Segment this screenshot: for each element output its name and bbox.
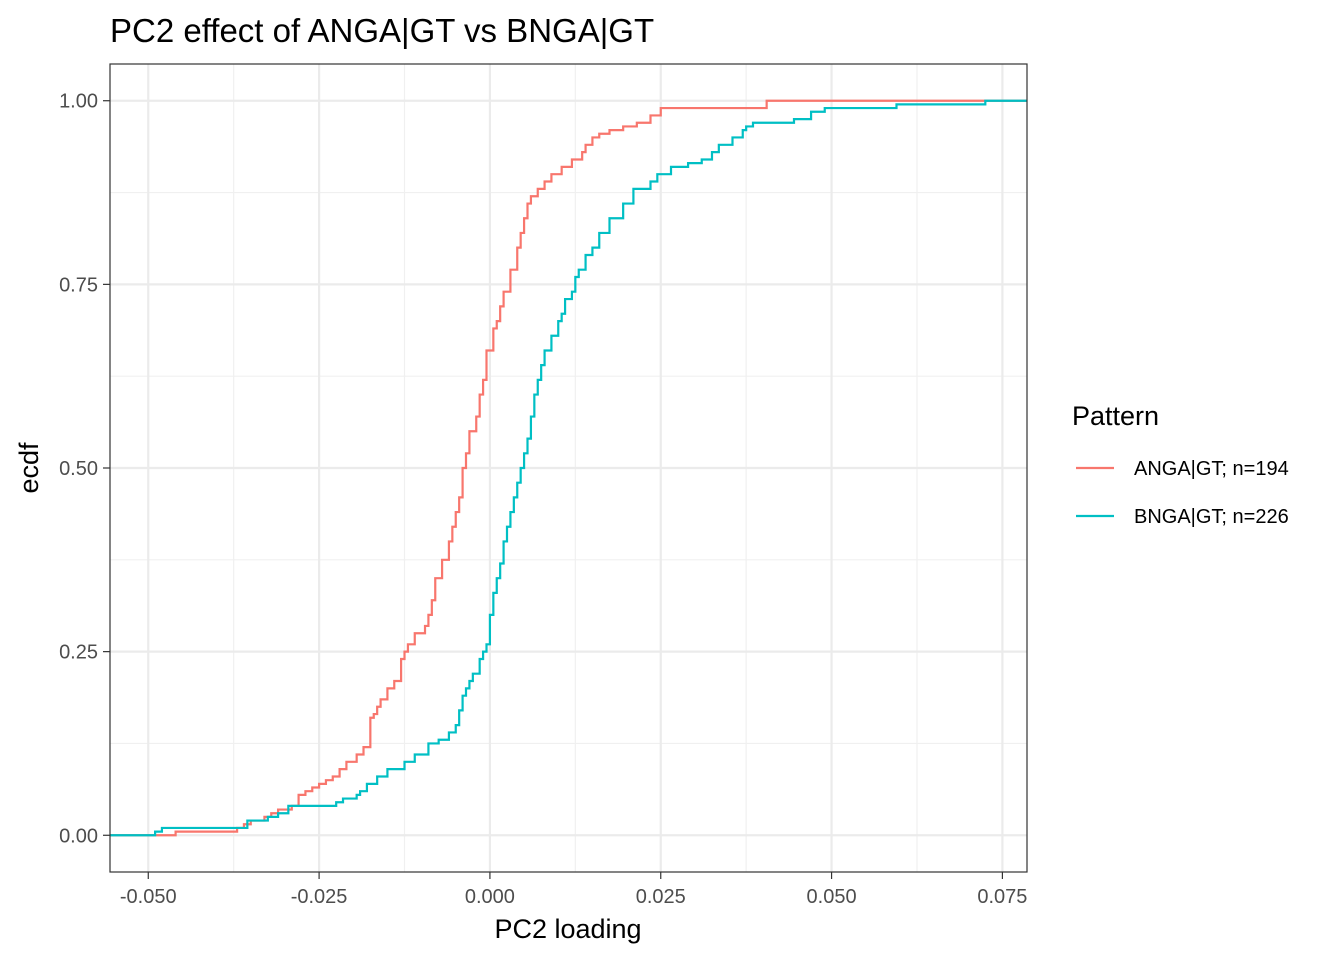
y-axis-title: ecdf [14, 442, 44, 494]
x-axis-ticks: -0.050 -0.025 0.000 0.025 0.050 0.075 [120, 872, 1027, 908]
series-lines [110, 99, 1027, 837]
x-tick-label: -0.050 [120, 886, 177, 908]
x-tick-label: 0.075 [977, 886, 1027, 908]
y-tick-label: 1.00 [59, 91, 98, 113]
x-tick-label: 0.025 [636, 886, 686, 908]
major-gridlines [110, 64, 1027, 872]
x-tick-label: 0.000 [465, 886, 515, 908]
legend-title: Pattern [1072, 401, 1159, 431]
y-tick-label: 0.50 [59, 458, 98, 480]
x-tick-label: 0.050 [807, 886, 857, 908]
ecdf-line-anga [110, 99, 1027, 837]
y-axis-ticks: 0.00 0.25 0.50 0.75 1.00 [59, 91, 110, 847]
legend-label-bnga: BNGA|GT; n=226 [1134, 506, 1289, 528]
x-axis-title: PC2 loading [494, 914, 641, 944]
ecdf-line-bnga [110, 99, 1027, 837]
y-tick-label: 0.25 [59, 642, 98, 664]
y-tick-label: 0.75 [59, 274, 98, 296]
legend: Pattern ANGA|GT; n=194 BNGA|GT; n=226 [1072, 401, 1289, 528]
chart-title: PC2 effect of ANGA|GT vs BNGA|GT [110, 12, 654, 49]
y-tick-label: 0.00 [59, 825, 98, 847]
legend-label-anga: ANGA|GT; n=194 [1134, 458, 1289, 480]
x-tick-label: -0.025 [291, 886, 348, 908]
